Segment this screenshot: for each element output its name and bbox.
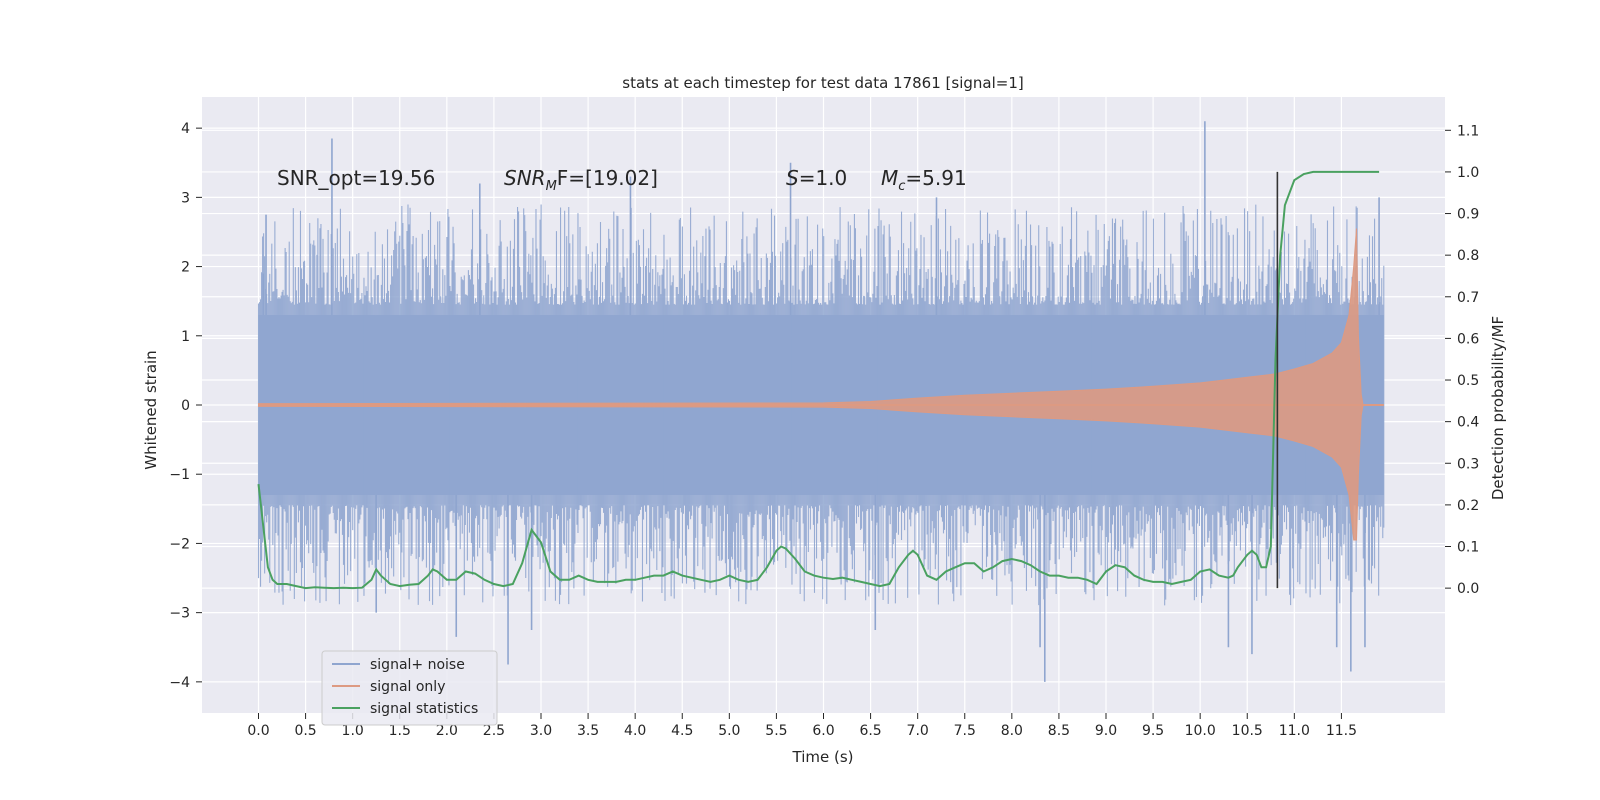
y2-tick-label: 0.1 — [1457, 540, 1479, 556]
x-tick-label: 4.0 — [624, 723, 646, 739]
y2-axis-label: Detection probability/MF — [1489, 316, 1507, 500]
y2-tick-label: 0.7 — [1457, 290, 1479, 306]
x-tick-label: 6.0 — [812, 723, 834, 739]
y-tick-label: 2 — [181, 260, 190, 276]
x-tick-label: 1.0 — [342, 723, 364, 739]
legend-label-noise: signal+ noise — [370, 657, 465, 673]
x-tick-label: 9.0 — [1095, 723, 1117, 739]
annotation-mc-base: M — [881, 166, 898, 190]
y-tick-label: 3 — [181, 190, 190, 206]
x-tick-label: 10.0 — [1185, 723, 1216, 739]
x-tick-label: 11.0 — [1279, 723, 1310, 739]
annotation-s-label: S — [786, 166, 799, 190]
x-tick-label: 1.5 — [389, 723, 411, 739]
annotation-snr-mf-base: SNR — [504, 166, 546, 190]
x-axis-label: Time (s) — [792, 748, 854, 766]
x-tick-label: 8.5 — [1048, 723, 1070, 739]
x-tick-label: 7.5 — [954, 723, 976, 739]
y2-tick-label: 0.6 — [1457, 331, 1479, 347]
signal-series — [258, 228, 1384, 541]
y-tick-label: −2 — [169, 536, 190, 552]
y-axis-label: Whitened strain — [142, 350, 160, 469]
y2-tick-label: 1.1 — [1457, 123, 1479, 139]
x-tick-label: 2.0 — [436, 723, 458, 739]
legend-label-signal: signal only — [370, 679, 445, 695]
annotation-snr-opt: SNR_opt=19.56 — [277, 166, 435, 190]
x-tick-label: 7.0 — [907, 723, 929, 739]
y2-tick-label: 0.5 — [1457, 373, 1479, 389]
y2-tick-label: 0.4 — [1457, 415, 1479, 431]
annotation-snr-mf: SNRMF=[19.02] — [504, 166, 658, 194]
x-tick-label: 2.5 — [483, 723, 505, 739]
statistics-series — [257, 170, 1380, 590]
annotation-mc-value: =5.91 — [905, 166, 966, 190]
annotation-s: S=1.0 — [786, 166, 847, 190]
y2-tick-label: 0.3 — [1457, 456, 1479, 472]
x-tick-label: 10.5 — [1232, 723, 1263, 739]
legend-label-stat: signal statistics — [370, 701, 478, 717]
annotation-mc-sub: c — [898, 179, 905, 194]
y-tick-label: 0 — [181, 398, 190, 414]
x-tick-label: 5.5 — [765, 723, 787, 739]
x-tick-label: 5.0 — [718, 723, 740, 739]
x-tick-label: 3.0 — [530, 723, 552, 739]
annotation-snr-mf-sub: M — [546, 179, 557, 194]
x-tick-label: 4.5 — [671, 723, 693, 739]
x-tick-label: 0.0 — [247, 723, 269, 739]
y-tick-label: 1 — [181, 329, 190, 345]
annotation-snr-mf-rest: F=[19.02] — [557, 166, 658, 190]
y2-tick-label: 0.0 — [1457, 581, 1479, 597]
y-tick-label: −1 — [169, 467, 190, 483]
annotations: SNR_opt=19.56 SNRMF=[19.02] S=1.0 Mc=5.9… — [277, 166, 967, 194]
annotation-mc: Mc=5.91 — [881, 166, 967, 194]
x-tick-label: 6.5 — [859, 723, 881, 739]
y-tick-label: −3 — [169, 606, 190, 622]
y-tick-label: −4 — [169, 675, 190, 691]
x-tick-label: 11.5 — [1326, 723, 1357, 739]
annotation-s-value: =1.0 — [799, 166, 848, 190]
x-tick-label: 9.5 — [1142, 723, 1164, 739]
y2-tick-label: 0.8 — [1457, 248, 1479, 264]
chart-title: stats at each timestep for test data 178… — [622, 74, 1023, 92]
y2-tick-label: 0.2 — [1457, 498, 1479, 514]
y-tick-label: 4 — [181, 121, 190, 137]
x-tick-label: 3.5 — [577, 723, 599, 739]
legend-box — [321, 650, 498, 726]
x-axis-ticks: 0.0 0.5 1.0 1.5 2.0 2.5 3.0 3.5 4.0 4.5 5.0 5.5 6.0 6… — [247, 713, 1357, 739]
y2-tick-label: 1.0 — [1457, 165, 1479, 181]
statistics-line — [257, 170, 1380, 590]
x-tick-label: 8.0 — [1001, 723, 1023, 739]
y-axis-ticks: 4 3 2 1 0 −1 −2 −3 −4 — [169, 121, 202, 691]
legend: signal+ noise signal only signal statist… — [321, 650, 498, 726]
y2-axis-ticks: 1.1 1.0 0.9 0.8 0.7 0.6 0.5 0.4 0.3 0.2 0.1 0.0 — [1445, 123, 1479, 597]
x-tick-label: 0.5 — [294, 723, 316, 739]
y2-tick-label: 0.9 — [1457, 207, 1479, 223]
